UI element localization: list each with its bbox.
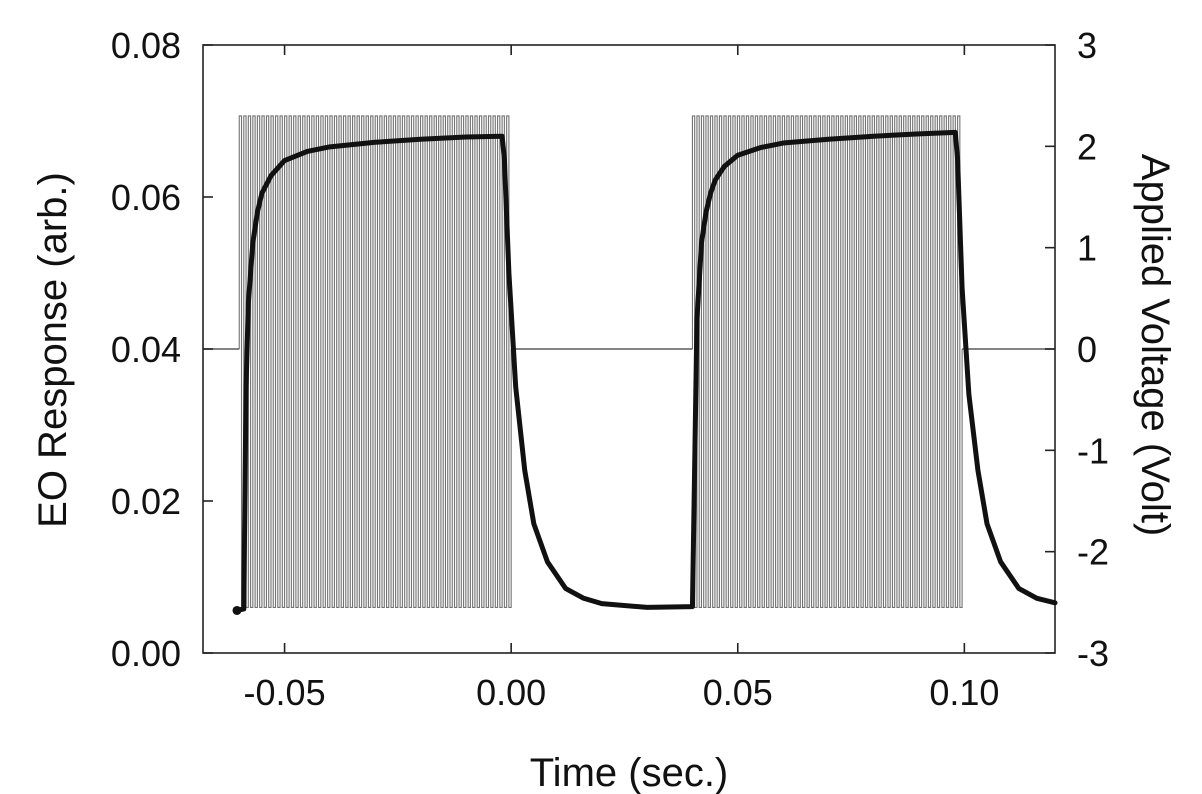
applied-voltage-series xyxy=(203,115,1055,608)
y-right-tick-label: 3 xyxy=(1077,25,1097,66)
eo-response-line xyxy=(234,129,1058,613)
y-right-axis-ticks: -3 -2 -1 0 1 2 3 xyxy=(1045,25,1109,674)
y-right-tick-label: -2 xyxy=(1077,532,1109,573)
y-left-axis-ticks: 0.00 0.02 0.04 0.06 0.08 xyxy=(111,25,213,674)
x-tick-label: -0.05 xyxy=(244,672,326,713)
y-left-tick-label: 0.04 xyxy=(111,329,181,370)
y-left-tick-label: 0.06 xyxy=(111,177,181,218)
y-right-tick-label: 1 xyxy=(1077,228,1097,269)
y-right-tick-label: -3 xyxy=(1077,633,1109,674)
voltage-burst xyxy=(691,115,963,608)
voltage-burst xyxy=(238,115,512,608)
y-right-tick-label: -1 xyxy=(1077,430,1109,471)
y-right-axis-label: Applied Voltage (Volt) xyxy=(1133,154,1177,536)
y-left-tick-label: 0.08 xyxy=(111,25,181,66)
y-right-tick-label: 0 xyxy=(1077,329,1097,370)
eo-response-start-point xyxy=(232,605,242,615)
eo-response-series xyxy=(232,129,1058,615)
x-tick-label: 0.05 xyxy=(703,672,773,713)
x-tick-label: 0.10 xyxy=(929,672,999,713)
y-right-tick-label: 2 xyxy=(1077,126,1097,167)
x-tick-label: 0.00 xyxy=(476,672,546,713)
y-left-tick-label: 0.00 xyxy=(111,633,181,674)
x-axis-ticks: -0.05 0.00 0.05 0.10 xyxy=(244,45,999,713)
y-left-tick-label: 0.02 xyxy=(111,481,181,522)
y-left-axis-label: EO Response (arb.) xyxy=(31,172,75,528)
x-axis-label: Time (sec.) xyxy=(530,751,729,794)
